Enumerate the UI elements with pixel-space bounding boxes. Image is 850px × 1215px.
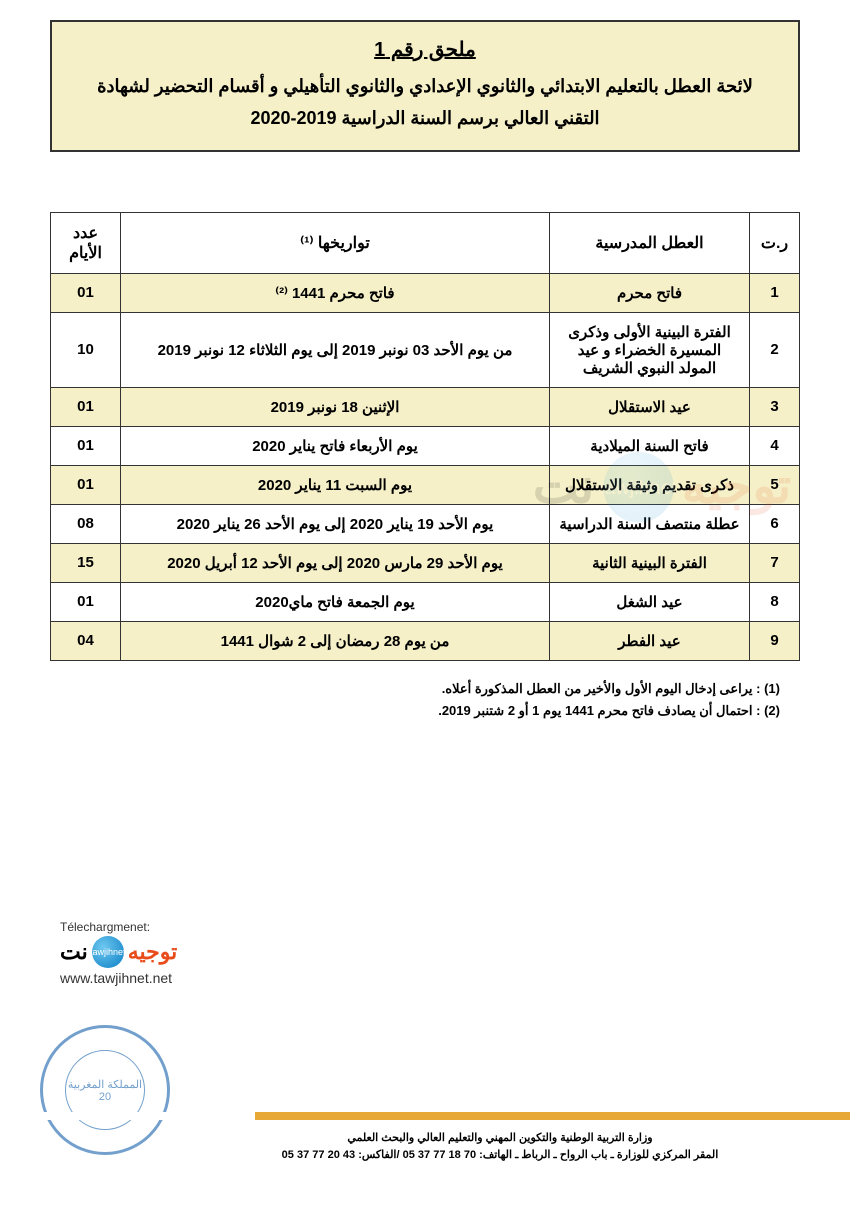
cell-name: عطلة منتصف السنة الدراسية [550,504,750,543]
stamp-text: المملكة المغربية [68,1078,142,1091]
col-days: عدد الأيام [51,212,121,273]
cell-n: 2 [750,312,800,387]
table-row: 8عيد الشغليوم الجمعة فاتح ماي202001 [51,582,800,621]
cell-n: 9 [750,621,800,660]
cell-days: 01 [51,582,121,621]
table-row: 6عطلة منتصف السنة الدراسيةيوم الأحد 19 ي… [51,504,800,543]
cell-n: 6 [750,504,800,543]
cell-name: الفترة البينية الثانية [550,543,750,582]
watermark-logo: Télechargmenet: نت tawjihnet توجيه www.t… [60,920,177,986]
cell-n: 8 [750,582,800,621]
cell-name: عيد الشغل [550,582,750,621]
table-row: 7الفترة البينية الثانيةيوم الأحد 29 مارس… [51,543,800,582]
cell-name: ذكرى تقديم وثيقة الاستقلال [550,465,750,504]
cell-name: الفترة البينية الأولى وذكرى المسيرة الخض… [550,312,750,387]
table-row: 9عيد الفطرمن يوم 28 رمضان إلى 2 شوال 144… [51,621,800,660]
table-row: 5ذكرى تقديم وثيقة الاستقلاليوم السبت 11 … [51,465,800,504]
cell-n: 7 [750,543,800,582]
download-label: Télechargmenet: [60,920,177,934]
cell-days: 10 [51,312,121,387]
cell-dates: الإثنين 18 نونبر 2019 [121,387,550,426]
footnote-1: (1) : يراعى إدخال اليوم الأول والأخير من… [50,681,780,697]
footer-line1: وزارة التربية الوطنية والتكوين المهني وا… [200,1130,800,1148]
cell-dates: من يوم 28 رمضان إلى 2 شوال 1441 [121,621,550,660]
brand-row: نت tawjihnet توجيه [60,936,177,968]
table-row: 4فاتح السنة الميلاديةيوم الأربعاء فاتح ي… [51,426,800,465]
cell-days: 15 [51,543,121,582]
footer-text: وزارة التربية الوطنية والتكوين المهني وا… [200,1130,800,1165]
annex-subtitle: لائحة العطل بالتعليم الابتدائي والثانوي … [72,70,778,135]
table-header-row: ر.ت العطل المدرسية تواريخها ⁽¹⁾ عدد الأي… [51,212,800,273]
cell-days: 08 [51,504,121,543]
table-body: 1فاتح محرمفاتح محرم 1441 ⁽²⁾012الفترة ال… [51,273,800,660]
table-row: 3عيد الاستقلالالإثنين 18 نونبر 201901 [51,387,800,426]
brand-circle-icon: tawjihnet [92,936,124,968]
brand-url: www.tawjihnet.net [60,970,177,986]
annex-title: ملحق رقم 1 [72,37,778,62]
cell-dates: يوم الأحد 29 مارس 2020 إلى يوم الأحد 12 … [121,543,550,582]
col-dates: تواريخها ⁽¹⁾ [121,212,550,273]
cell-dates: يوم السبت 11 يناير 2020 [121,465,550,504]
footer-line2: المقر المركزي للوزارة ـ باب الرواح ـ الر… [200,1147,800,1165]
cell-n: 3 [750,387,800,426]
cell-dates: فاتح محرم 1441 ⁽²⁾ [121,273,550,312]
cell-n: 4 [750,426,800,465]
cell-days: 01 [51,465,121,504]
cell-days: 01 [51,273,121,312]
holidays-table: ر.ت العطل المدرسية تواريخها ⁽¹⁾ عدد الأي… [50,212,800,661]
cell-name: فاتح السنة الميلادية [550,426,750,465]
brand-ar: توجيه [128,939,178,965]
cell-name: فاتح محرم [550,273,750,312]
stamp-page: 20 [99,1091,111,1103]
cell-dates: يوم الجمعة فاتح ماي2020 [121,582,550,621]
cell-days: 01 [51,387,121,426]
footnote-2: (2) : احتمال أن يصادف فاتح محرم 1441 يوم… [50,703,780,719]
cell-name: عيد الاستقلال [550,387,750,426]
cell-dates: يوم الأحد 19 يناير 2020 إلى يوم الأحد 26… [121,504,550,543]
cell-n: 5 [750,465,800,504]
footer-divider [0,1112,850,1120]
cell-name: عيد الفطر [550,621,750,660]
footnotes: (1) : يراعى إدخال اليوم الأول والأخير من… [50,681,800,719]
table-row: 1فاتح محرمفاتح محرم 1441 ⁽²⁾01 [51,273,800,312]
brand-net: نت [60,939,88,965]
cell-dates: يوم الأربعاء فاتح يناير 2020 [121,426,550,465]
cell-n: 1 [750,273,800,312]
table-row: 2الفترة البينية الأولى وذكرى المسيرة الخ… [51,312,800,387]
cell-dates: من يوم الأحد 03 نونبر 2019 إلى يوم الثلا… [121,312,550,387]
header-box: ملحق رقم 1 لائحة العطل بالتعليم الابتدائ… [50,20,800,152]
col-holiday-name: العطل المدرسية [550,212,750,273]
col-number: ر.ت [750,212,800,273]
cell-days: 04 [51,621,121,660]
official-stamp: المملكة المغربية 20 [40,1025,170,1155]
cell-days: 01 [51,426,121,465]
